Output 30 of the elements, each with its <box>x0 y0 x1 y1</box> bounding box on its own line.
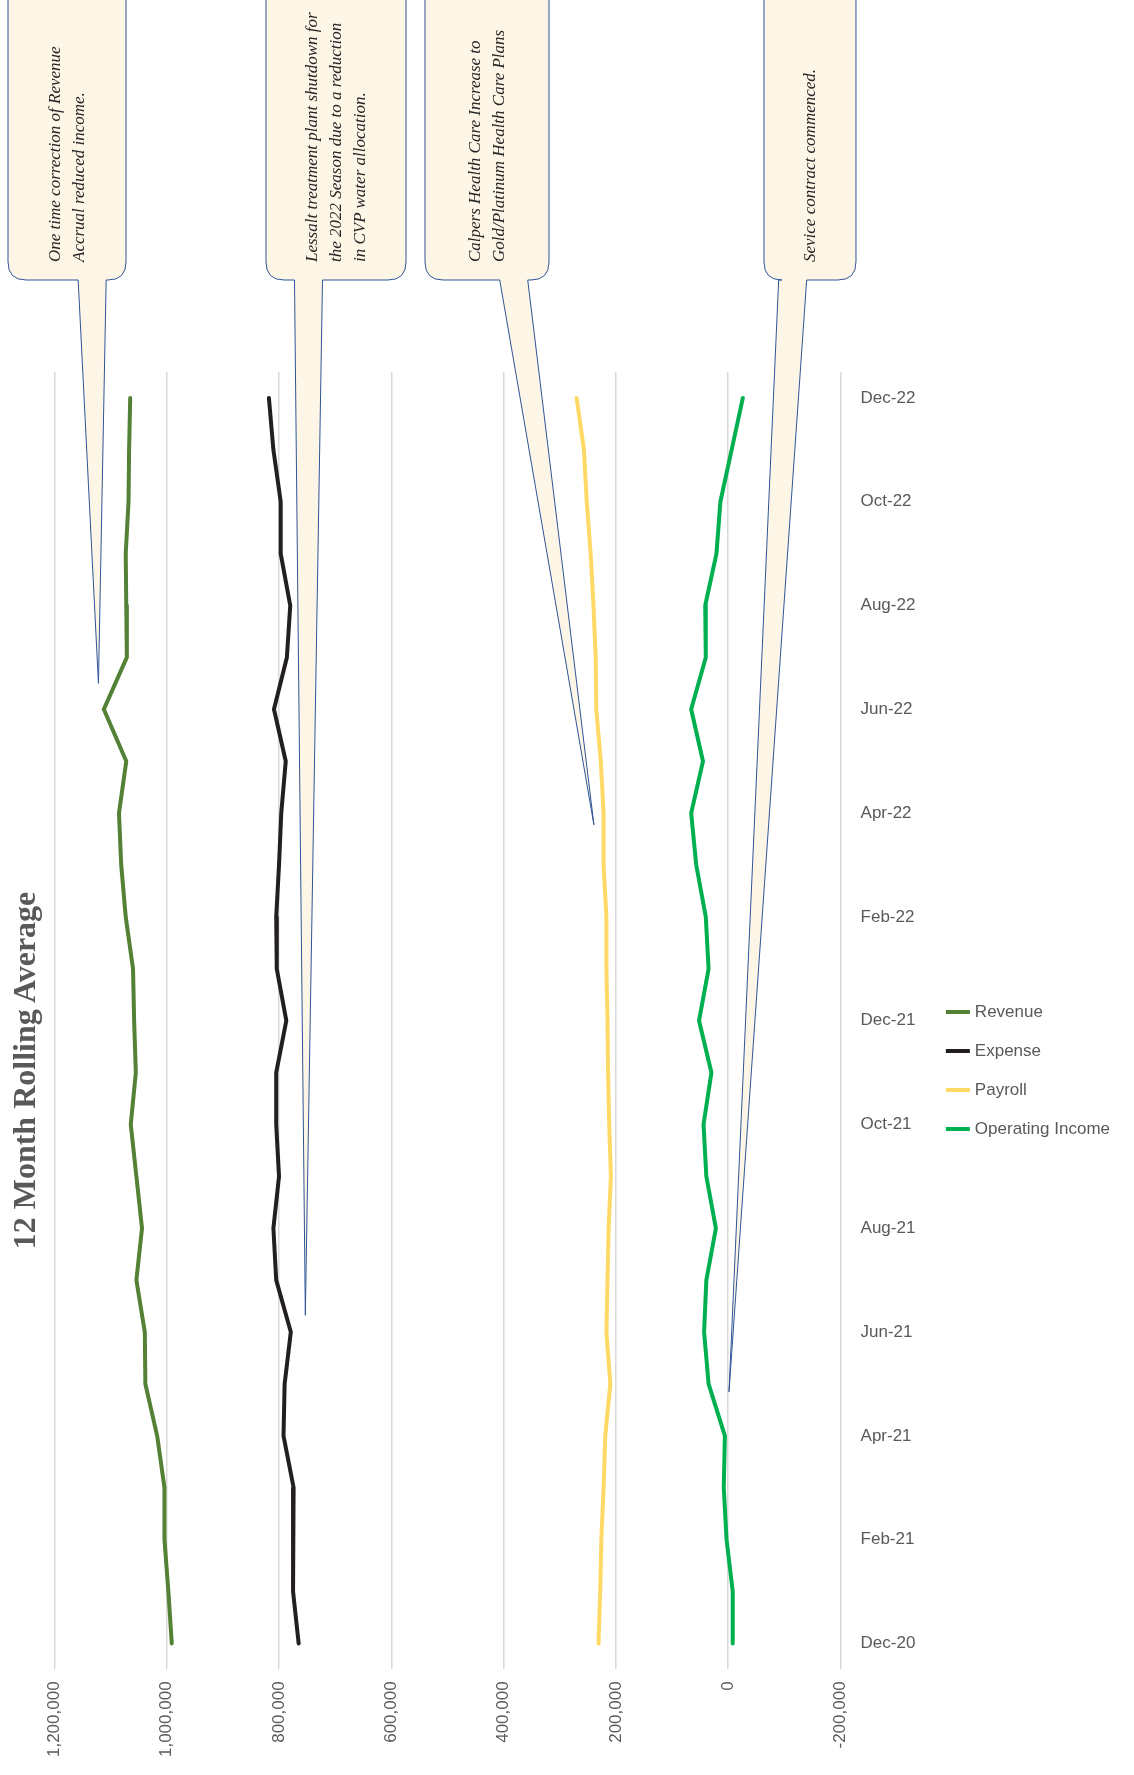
x-tick-label: 600,000 <box>381 1681 401 1743</box>
y-tick-label: Aug-22 <box>860 595 916 615</box>
x-tick-label: 0 <box>717 1681 737 1691</box>
text: 12 Month Rolling Average <box>6 891 43 1250</box>
text: One time correction of Revenue Accrual reduced income. <box>43 45 89 262</box>
y-tick-label: Oct-21 <box>860 1114 912 1134</box>
legend-label: Expense <box>974 1040 1042 1060</box>
x-tick-label: 1,200,000 <box>44 1681 64 1758</box>
legend-label: Payroll <box>974 1079 1027 1099</box>
x-tick-label: 800,000 <box>268 1681 288 1743</box>
y-tick-label: Jun-21 <box>860 1321 913 1341</box>
y-tick-label: Dec-21 <box>860 1010 916 1030</box>
text: Lessalt treatment plant shutdown for the 2022 Season due to a reduction in CVP water allocation. <box>300 12 370 262</box>
y-tick-label: Feb-21 <box>860 1529 915 1549</box>
x-tick-label: 200,000 <box>605 1681 625 1743</box>
y-tick-label: Oct-22 <box>860 491 912 511</box>
y-tick-label: Aug-21 <box>860 1217 916 1237</box>
x-tick-label: 1,000,000 <box>156 1681 176 1758</box>
y-tick-label: Apr-22 <box>860 802 912 822</box>
x-tick-label: -200,000 <box>830 1681 850 1749</box>
y-tick-label: Dec-20 <box>860 1633 916 1653</box>
text: Sevice contract commenced. <box>798 68 820 262</box>
y-tick-label: Apr-21 <box>860 1425 912 1445</box>
x-tick-label: 400,000 <box>493 1681 513 1743</box>
y-tick-label: Feb-22 <box>860 906 915 926</box>
y-tick-label: Dec-22 <box>860 387 916 407</box>
y-tick-label: Jun-22 <box>860 699 913 718</box>
legend-label: Revenue <box>974 1001 1043 1021</box>
text: Calpers Health Care Increase to Gold/Platinum Health Care Plans <box>463 28 509 262</box>
legend-label: Operating Income <box>974 1118 1111 1138</box>
